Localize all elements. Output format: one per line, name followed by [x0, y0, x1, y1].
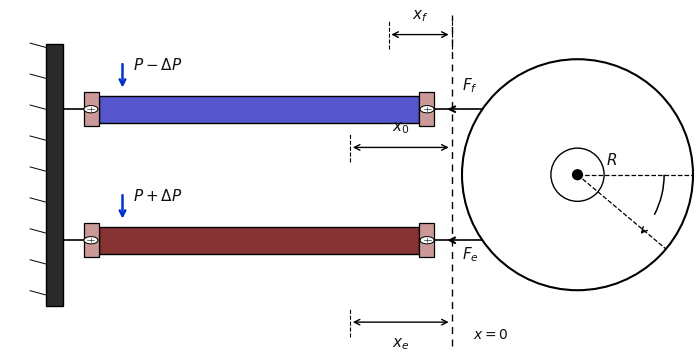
Ellipse shape — [573, 170, 582, 179]
Circle shape — [420, 237, 434, 244]
Circle shape — [84, 106, 98, 113]
Ellipse shape — [462, 59, 693, 290]
Bar — [84, 92, 99, 126]
Bar — [99, 95, 419, 123]
Bar — [46, 44, 63, 306]
Bar — [419, 92, 434, 126]
Text: $x_e$: $x_e$ — [392, 337, 410, 352]
Text: $P-\Delta P$: $P-\Delta P$ — [133, 57, 183, 73]
Circle shape — [420, 106, 434, 113]
Bar — [419, 223, 434, 257]
Ellipse shape — [551, 148, 604, 201]
Text: $F_e$: $F_e$ — [462, 246, 479, 264]
Text: $x_f$: $x_f$ — [412, 8, 428, 24]
Text: $R$: $R$ — [606, 152, 617, 168]
Text: $P+\Delta P$: $P+\Delta P$ — [133, 188, 183, 204]
Text: $x=0$: $x=0$ — [473, 328, 508, 342]
Text: $F_f$: $F_f$ — [462, 76, 478, 95]
Circle shape — [84, 237, 98, 244]
Text: $x_0$: $x_0$ — [392, 121, 410, 136]
Bar — [84, 223, 99, 257]
Bar — [99, 226, 419, 254]
